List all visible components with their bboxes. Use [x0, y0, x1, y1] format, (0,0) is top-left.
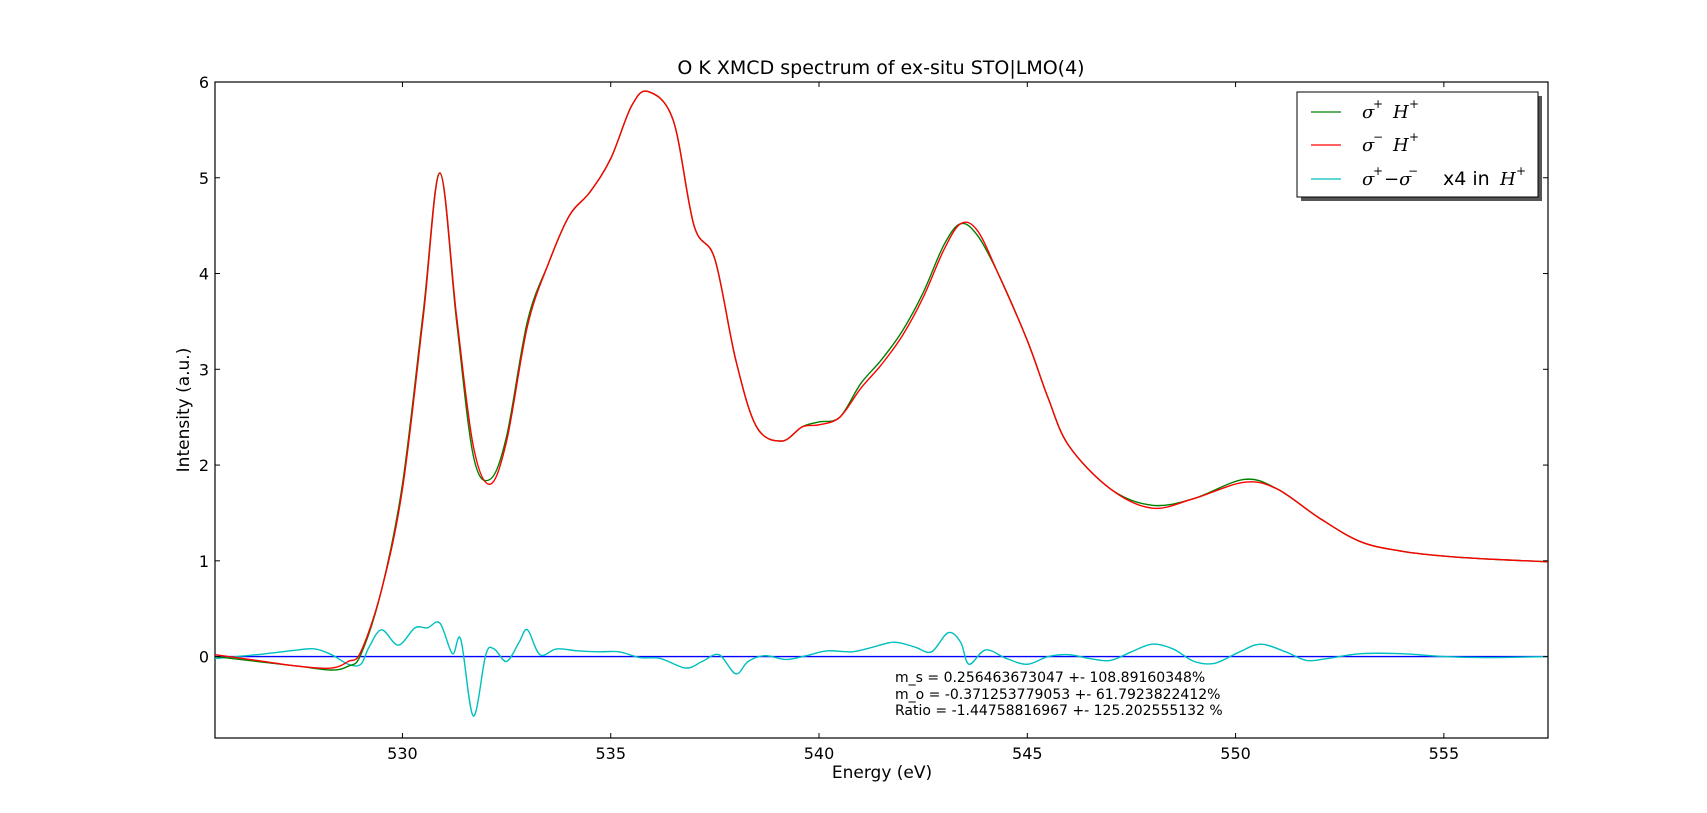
svg-text:H: H: [1499, 169, 1516, 190]
svg-text:+: +: [1516, 164, 1526, 178]
x-tick-label: 535: [595, 744, 626, 763]
x-axis-label: Energy (eV): [832, 763, 932, 783]
x-tick-label: 555: [1429, 744, 1460, 763]
annotation-ratio: Ratio = -1.44758816967 +- 125.202555132 …: [895, 703, 1223, 719]
tick-layer: 530 535 540 545 550 555 0 1 2 3 4 5 6: [199, 73, 1548, 763]
x-tick-label: 530: [387, 744, 418, 763]
svg-text:+: +: [1409, 97, 1419, 111]
y-tick-label: 5: [199, 169, 209, 188]
svg-text:+: +: [1409, 130, 1419, 144]
svg-text:+: +: [1373, 164, 1383, 178]
annotation-ms: m_s = 0.256463673047 +- 108.89160348%: [895, 670, 1205, 686]
x-tick-label: 540: [804, 744, 835, 763]
svg-text:H: H: [1392, 135, 1409, 156]
svg-text:σ: σ: [1362, 169, 1375, 190]
svg-text:+: +: [1373, 97, 1383, 111]
series-sigma-minus-line: [215, 90, 1548, 670]
legend: σ + H + σ − H + σ + −σ − x4 in H +: [1296, 91, 1542, 201]
legend-label-difference: σ + −σ − x4 in H +: [1362, 164, 1526, 190]
y-tick-label: 4: [199, 265, 209, 284]
y-tick-label: 1: [199, 552, 209, 571]
y-tick-label: 2: [199, 456, 209, 475]
y-tick-label: 0: [199, 648, 209, 667]
legend-label-sigma-minus: σ − H +: [1362, 130, 1419, 156]
svg-text:σ: σ: [1362, 135, 1375, 156]
svg-text:−: −: [1408, 164, 1418, 178]
series-difference-line: [215, 621, 1548, 717]
svg-text:−: −: [1373, 130, 1383, 144]
y-axis-label: Intensity (a.u.): [174, 348, 194, 473]
annotation-mo: m_o = -0.371253779053 +- 61.7923822412%: [895, 687, 1220, 703]
svg-text:−σ: −σ: [1384, 169, 1412, 190]
annotation-block: m_s = 0.256463673047 +- 108.89160348% m_…: [895, 670, 1223, 719]
chart-title: O K XMCD spectrum of ex-situ STO|LMO(4): [677, 57, 1084, 79]
legend-label-difference-text: x4 in: [1443, 168, 1490, 190]
svg-text:σ: σ: [1362, 102, 1375, 123]
y-tick-label: 6: [199, 73, 209, 92]
x-tick-label: 550: [1220, 744, 1251, 763]
svg-text:H: H: [1392, 102, 1409, 123]
legend-label-sigma-plus: σ + H +: [1362, 97, 1419, 123]
x-tick-label: 545: [1012, 744, 1043, 763]
y-tick-label: 3: [199, 360, 209, 379]
series-layer: [215, 90, 1548, 717]
